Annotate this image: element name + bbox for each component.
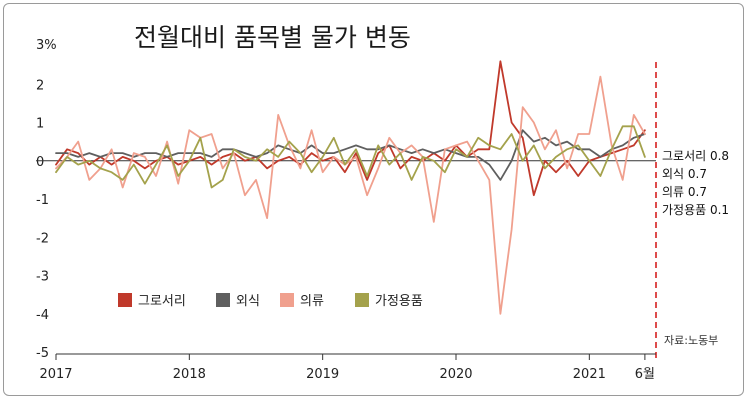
x-tick-label: 6월 — [635, 367, 655, 382]
x-tick-label: 2018 — [173, 367, 206, 382]
x-axis-ticks: 2017 2018 2019 2020 2021 6월 — [39, 353, 656, 382]
legend-swatch — [280, 293, 294, 307]
y-tick-label: -2 — [36, 231, 49, 246]
legend-swatch — [355, 293, 369, 307]
x-tick-label: 2019 — [306, 367, 339, 382]
chart-title: 전월대비 품목별 물가 변동 — [134, 23, 411, 52]
legend-swatch — [216, 293, 230, 307]
x-tick-label: 2020 — [439, 367, 472, 382]
y-tick-label: 0 — [36, 155, 44, 170]
legend-label: 그로서리 — [138, 294, 186, 309]
y-unit-label: 3% — [36, 38, 57, 53]
legend-label: 가정용품 — [375, 294, 423, 309]
y-tick-label: -3 — [36, 270, 49, 285]
end-value-label: 그로서리 0.8 — [662, 149, 729, 163]
y-tick-label: -5 — [36, 346, 49, 361]
series-line — [55, 75, 646, 315]
series-line — [55, 129, 646, 181]
y-tick-label: -1 — [36, 193, 49, 208]
y-tick-label: 1 — [36, 117, 44, 132]
legend-swatch — [118, 293, 132, 307]
legend-label: 외식 — [236, 294, 260, 309]
series-layer — [55, 60, 646, 315]
chart-frame — [3, 3, 744, 396]
x-tick-label: 2017 — [39, 367, 72, 382]
y-axis-ticks: 2 1 0 -1 -2 -3 -4 -5 — [36, 78, 49, 361]
legend-label: 의류 — [300, 294, 324, 309]
series-line — [55, 60, 646, 197]
end-value-label: 가정용품 0.1 — [662, 203, 729, 217]
source-note: 자료:노동부 — [664, 334, 718, 347]
end-value-labels: 그로서리 0.8 외식 0.7 의류 0.7 가정용품 0.1 — [662, 149, 729, 217]
series-line — [55, 125, 646, 189]
legend: 그로서리 외식 의류 가정용품 — [118, 293, 423, 309]
end-value-label: 의류 0.7 — [662, 185, 707, 199]
y-tick-label: -4 — [36, 308, 49, 323]
y-tick-label: 2 — [36, 78, 44, 93]
end-value-label: 외식 0.7 — [662, 167, 707, 181]
x-tick-label: 2021 — [573, 367, 606, 382]
